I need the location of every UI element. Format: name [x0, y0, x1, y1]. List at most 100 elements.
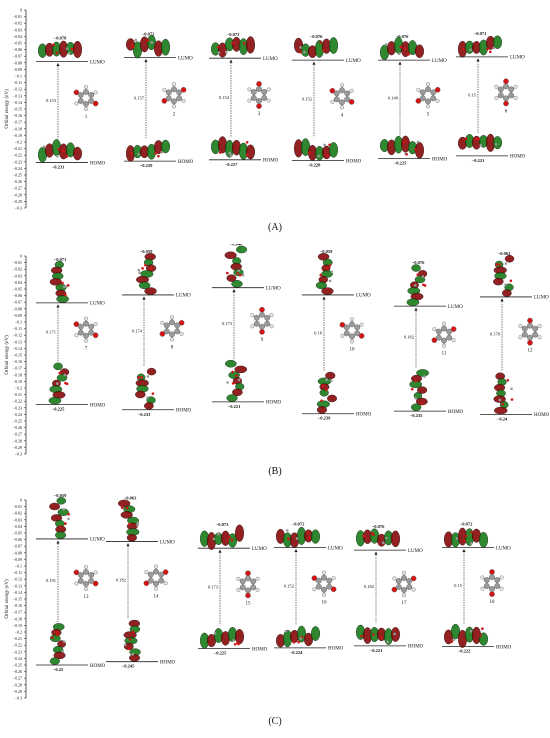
panel-label-c: (C) [268, 716, 282, 727]
gap-arrow-head [126, 543, 130, 547]
homo-energy-value: −0.25 [53, 667, 64, 672]
homo-energy-value: −0.228 [308, 162, 321, 167]
molecule-structure [143, 564, 169, 591]
y-tick-label-b: −0.3 [15, 452, 22, 457]
lumo-orbital [457, 35, 503, 58]
lumo-orbital [315, 253, 334, 295]
energy-diagram-c: 0−0.01−0.02−0.03−0.04−0.05−0.06−0.07−0.0… [5, 493, 512, 701]
y-tick-label-c: −0.17 [13, 610, 22, 615]
y-tick-label-a: −0.08 [13, 60, 22, 65]
lumo-orbital [199, 524, 245, 550]
lumo-orbital [49, 260, 70, 303]
y-tick-label-a: −0.11 [13, 80, 22, 85]
lumo-label: LUMO [534, 296, 549, 301]
lumo-label: LUMO [510, 56, 525, 61]
lumo-orbital [493, 255, 515, 297]
compound-number: 11 [442, 352, 447, 357]
gap-arrow-head [232, 289, 236, 293]
homo-energy-value: −0.225 [394, 161, 407, 166]
gap-value: 0.174 [132, 328, 143, 333]
y-tick-label-b: −0.01 [13, 260, 22, 265]
homo-orbital [123, 619, 141, 662]
y-tick-label-c: −0.14 [13, 590, 22, 595]
homo-energy-value: −0.225 [214, 651, 227, 656]
y-tick-label-a: −0.26 [13, 179, 22, 184]
gap-arrow-head [56, 540, 60, 544]
y-tick-label-b: −0.09 [13, 313, 22, 318]
molecule-structure [431, 321, 457, 348]
y-tick-label-b: −0.02 [13, 267, 22, 272]
lumo-energy-value: −0.076 [310, 34, 323, 39]
molecule-structure [159, 315, 185, 342]
y-tick-label-c: −0.08 [13, 550, 22, 555]
homo-energy-value: −0.233 [138, 412, 151, 417]
homo-label: HOMO [252, 647, 268, 652]
homo-label: HOMO [90, 161, 106, 166]
y-tick-label-a: −0.28 [13, 192, 22, 197]
gap-value: 0.152 [284, 584, 294, 589]
lumo-orbital [355, 528, 401, 548]
gap-arrow-head [462, 549, 466, 553]
y-tick-label-c: −0.09 [13, 557, 22, 562]
gap-value: 0.18 [314, 330, 323, 335]
lumo-label: LUMO [496, 546, 511, 551]
lumo-orbital [293, 37, 339, 59]
homo-energy-value: −0.235 [410, 413, 423, 418]
homo-orbital [457, 133, 503, 152]
homo-label: HOMO [408, 645, 424, 650]
lumo-energy-value: −0.059 [320, 249, 333, 254]
gap-arrow-head [144, 59, 148, 63]
homo-label: HOMO [510, 155, 526, 160]
y-tick-label-b: −0.17 [13, 366, 22, 371]
compound-number: 12 [528, 349, 534, 354]
y-tick-label-c: −0.16 [13, 603, 22, 608]
gap-arrow-head [229, 59, 233, 63]
panel-a: 0 −0.01 −0.02 −0.03 −0.04 −0.05 −0.06 −0.07 −0.0… [0, 0, 550, 244]
lumo-energy-value: −0.073 [227, 32, 240, 37]
compound-number: 10 [350, 347, 356, 352]
gap-arrow-head [476, 58, 480, 62]
molecule-structure [250, 306, 274, 335]
gap-arrow-head [500, 298, 504, 302]
y-tick-label-c: −0.27 [13, 676, 22, 681]
lumo-orbital [118, 499, 140, 542]
compound-number: 14 [154, 595, 160, 600]
gap-arrow-head [218, 549, 222, 553]
homo-label: HOMO [432, 157, 448, 162]
molecule-structure [339, 317, 365, 344]
y-tick-label-b: −0.03 [13, 273, 22, 278]
lumo-energy-value: −0.048 [230, 244, 243, 247]
gap-value: 0.15 [454, 583, 463, 588]
lumo-label: LUMO [263, 57, 278, 62]
compound-number: 1 [85, 115, 88, 120]
molecule-structure [247, 81, 271, 109]
y-tick-label-c: −0.02 [13, 511, 22, 516]
lumo-orbital [210, 36, 256, 58]
compound-number: 16 [322, 601, 328, 606]
homo-orbital [493, 372, 514, 415]
homo-energy-value: −0.227 [225, 162, 238, 167]
lumo-label: LUMO [448, 305, 463, 310]
y-tick-label-b: −0.23 [13, 405, 22, 410]
homo-orbital [355, 624, 401, 645]
lumo-orbital [37, 40, 83, 59]
lumo-energy-value: −0.062 [498, 251, 511, 256]
molecule-structure [161, 82, 187, 109]
gap-value: 0.15 [468, 92, 477, 97]
homo-orbital [125, 139, 171, 162]
lumo-energy-value: −0.071 [474, 31, 487, 36]
y-tick-label-c: −0.3 [15, 696, 22, 701]
y-tick-label-a: −0.29 [13, 199, 22, 204]
gap-value: 0.154 [219, 95, 230, 100]
gap-value: 0.152 [302, 96, 312, 101]
lumo-label: LUMO [252, 547, 267, 552]
lumo-orbital [443, 527, 489, 548]
lumo-energy-value: −0.072 [142, 32, 155, 37]
lumo-label: LUMO [176, 294, 191, 299]
y-tick-label-a: −0.3 [15, 206, 22, 211]
y-axis-title-b: Orbital energy (eV) [5, 335, 10, 375]
y-tick-label-b: −0.13 [13, 339, 22, 344]
homo-label: HOMO [263, 159, 279, 164]
y-tick-label-b: −0.29 [13, 445, 22, 450]
gap-arrow-head [414, 307, 418, 311]
